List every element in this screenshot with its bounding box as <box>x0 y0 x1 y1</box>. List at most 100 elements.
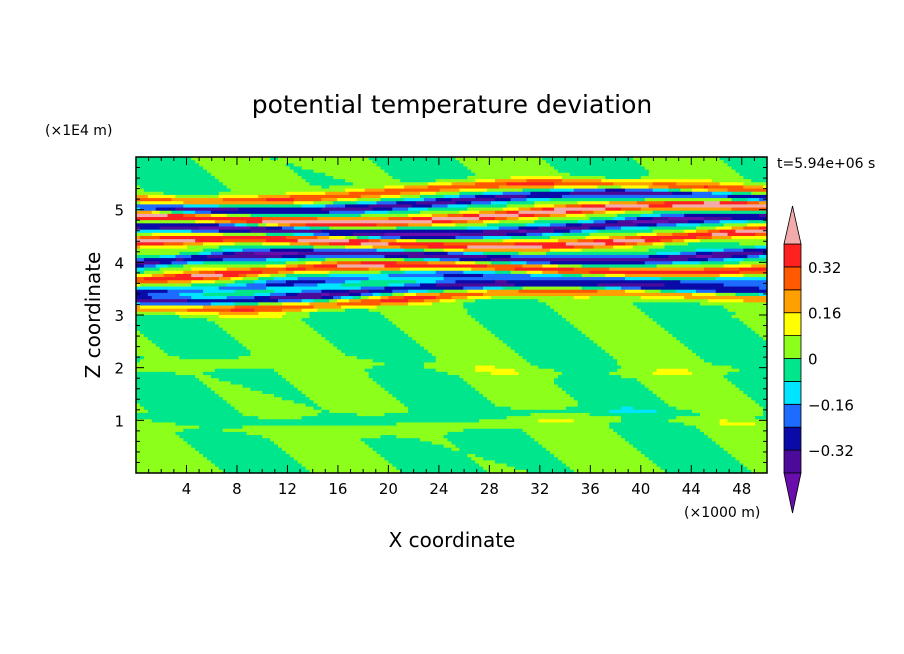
field-cell <box>159 163 165 168</box>
field-cell <box>404 160 409 164</box>
field-cell <box>167 172 173 177</box>
field-cell <box>475 169 480 174</box>
field-cell <box>301 179 307 183</box>
field-cell <box>281 169 287 174</box>
field-cell <box>621 160 626 164</box>
field-cell <box>254 157 259 161</box>
field-cell <box>593 175 599 180</box>
field-cell <box>210 169 216 174</box>
field-cell <box>699 166 705 171</box>
field-cell <box>423 179 429 183</box>
field-cell <box>731 179 737 183</box>
field-cell <box>581 172 587 177</box>
field-cell <box>400 182 405 187</box>
field-cell <box>723 160 729 164</box>
field-cell <box>479 179 484 183</box>
field-cell <box>206 182 212 187</box>
field-cell <box>234 172 240 177</box>
field-cell <box>416 160 421 164</box>
field-cell <box>262 166 267 171</box>
field-cell <box>735 163 740 168</box>
field-cell <box>676 179 681 183</box>
field-cell <box>293 166 299 171</box>
field-cell <box>601 172 606 177</box>
field-cell <box>688 179 693 183</box>
field-cell <box>281 182 287 187</box>
field-cell <box>561 172 567 177</box>
field-cell <box>277 172 283 177</box>
field-cell <box>542 172 547 177</box>
field-cell <box>246 175 251 180</box>
field-cell <box>463 166 468 171</box>
field-cell <box>498 182 504 187</box>
field-cell <box>266 157 271 161</box>
field-cell <box>348 179 354 183</box>
field-cell <box>711 157 717 161</box>
field-cell <box>707 166 713 171</box>
field-cell <box>372 182 378 187</box>
field-cell <box>431 157 437 161</box>
field-cell <box>715 163 721 168</box>
field-cell <box>747 157 752 161</box>
field-cell <box>258 163 263 168</box>
field-cell <box>230 175 236 180</box>
field-cell <box>486 179 492 183</box>
field-cell <box>218 163 224 168</box>
field-cell <box>139 160 145 164</box>
field-cell <box>621 175 626 180</box>
field-cell <box>246 172 251 177</box>
field-cell <box>518 172 524 177</box>
field-cell <box>348 172 354 177</box>
field-cell <box>747 169 752 174</box>
field-cell <box>392 157 397 161</box>
field-cell <box>696 166 701 171</box>
field-cell <box>345 179 350 183</box>
field-cell <box>238 179 244 183</box>
field-cell <box>719 160 725 164</box>
field-cell <box>747 166 752 171</box>
field-cell <box>404 179 409 183</box>
field-cell <box>203 179 208 183</box>
field-cell <box>577 179 583 183</box>
field-cell <box>652 166 658 171</box>
field-cell <box>699 175 705 180</box>
field-cell <box>597 169 602 174</box>
field-cell <box>250 175 255 180</box>
field-cell <box>486 166 492 171</box>
field-cell <box>384 163 389 168</box>
field-cell <box>510 172 516 177</box>
field-cell <box>506 179 512 183</box>
field-cell <box>136 163 141 168</box>
field-cell <box>518 175 524 180</box>
field-cell <box>329 160 334 164</box>
field-cell <box>585 166 591 171</box>
field-cell <box>427 172 433 177</box>
field-cell <box>364 179 370 183</box>
field-cell <box>447 163 453 168</box>
field-cell <box>479 169 484 174</box>
field-cell <box>719 172 725 177</box>
field-cell <box>345 163 350 168</box>
field-cell <box>427 182 433 187</box>
field-cell <box>297 163 303 168</box>
field-cell <box>486 175 492 180</box>
field-cell <box>589 157 595 161</box>
field-cell <box>593 172 599 177</box>
field-cell <box>723 157 729 161</box>
field-cell <box>195 157 200 161</box>
field-cell <box>759 172 764 177</box>
field-cell <box>601 166 606 171</box>
field-cell <box>258 157 263 161</box>
field-cell <box>506 163 512 168</box>
field-cell <box>530 169 535 174</box>
field-cell <box>380 166 386 171</box>
field-cell <box>159 157 165 161</box>
field-cell <box>565 169 571 174</box>
field-cell <box>171 182 177 187</box>
field-cell <box>628 175 634 180</box>
field-cell <box>751 157 756 161</box>
field-cell <box>396 163 401 168</box>
field-cell <box>191 160 196 164</box>
field-cell <box>609 172 614 177</box>
field-cell <box>218 166 224 171</box>
